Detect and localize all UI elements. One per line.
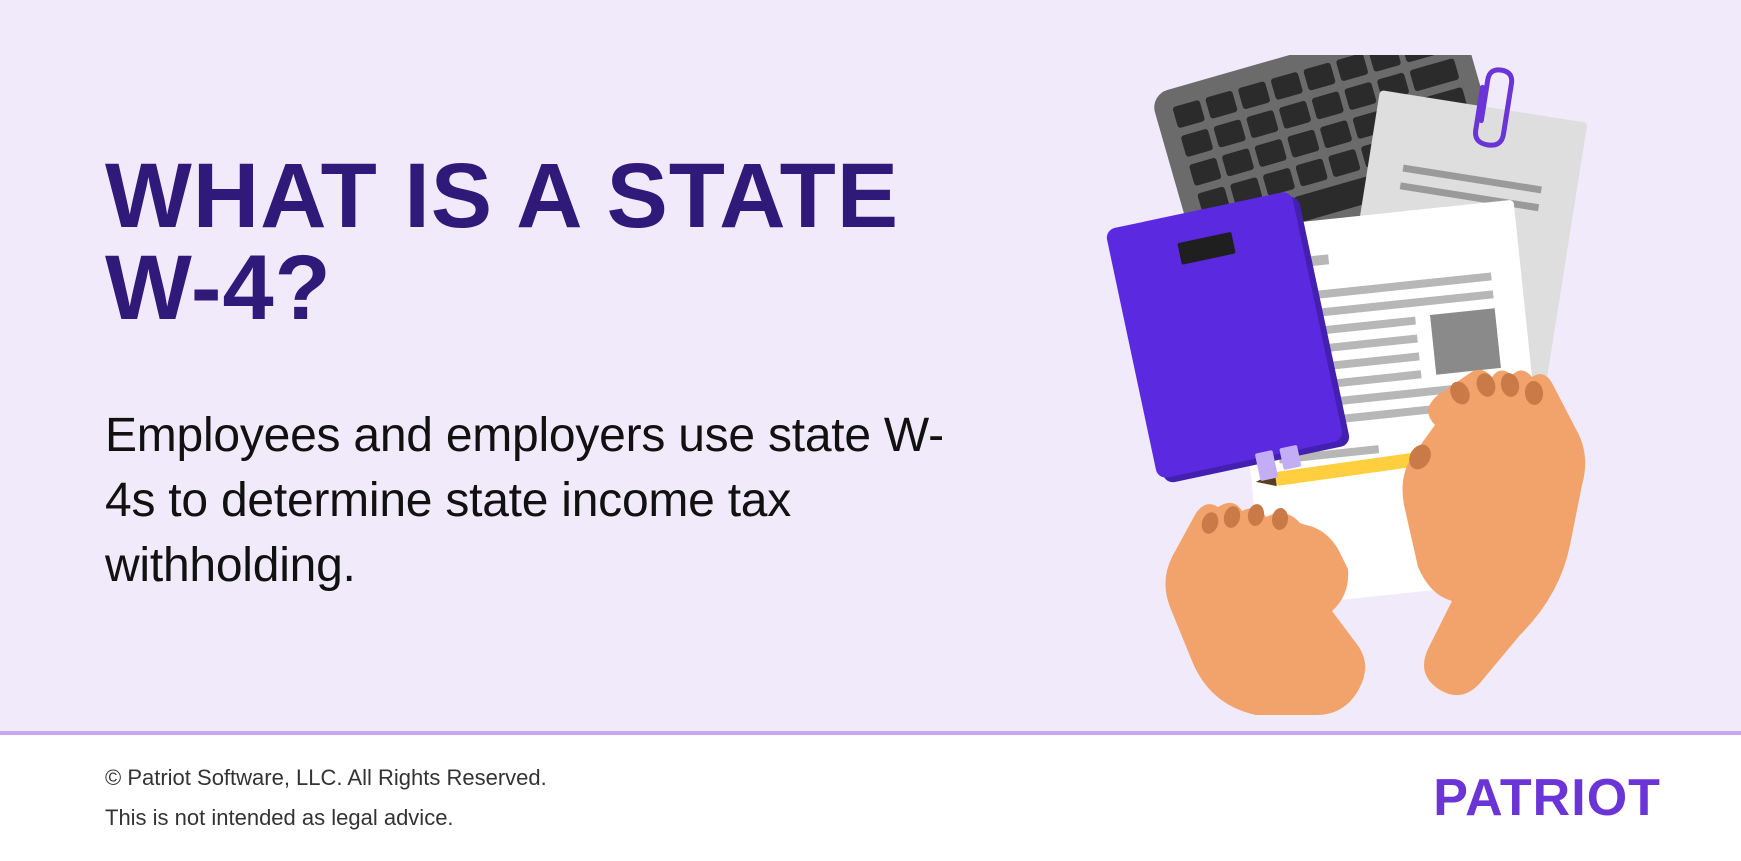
footer: © Patriot Software, LLC. All Rights Rese…: [0, 731, 1741, 861]
illustration-column: [1000, 0, 1670, 731]
main-area: WHAT IS A STATE W-4? Employees and emplo…: [0, 0, 1741, 731]
legal-block: © Patriot Software, LLC. All Rights Rese…: [105, 758, 547, 837]
infographic-card: WHAT IS A STATE W-4? Employees and emplo…: [0, 0, 1741, 861]
copyright-text: © Patriot Software, LLC. All Rights Rese…: [105, 758, 547, 798]
disclaimer-text: This is not intended as legal advice.: [105, 798, 547, 838]
brand-logo: PATRIOT: [1433, 768, 1661, 828]
body-text: Employees and employers use state W-4s t…: [105, 404, 960, 598]
text-column: WHAT IS A STATE W-4? Employees and emplo…: [0, 0, 1000, 731]
headline: WHAT IS A STATE W-4?: [105, 150, 960, 334]
desk-illustration: [1000, 55, 1640, 715]
